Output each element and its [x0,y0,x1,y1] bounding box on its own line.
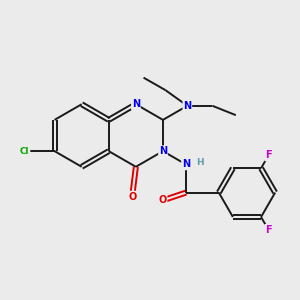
Text: O: O [158,195,166,206]
Text: Cl: Cl [20,147,30,156]
Text: N: N [182,159,190,170]
Text: N: N [183,101,191,111]
Text: F: F [265,151,272,160]
Text: O: O [128,191,136,202]
Text: F: F [265,225,272,235]
Text: N: N [159,146,167,156]
Text: N: N [132,99,140,109]
Text: H: H [196,158,204,167]
